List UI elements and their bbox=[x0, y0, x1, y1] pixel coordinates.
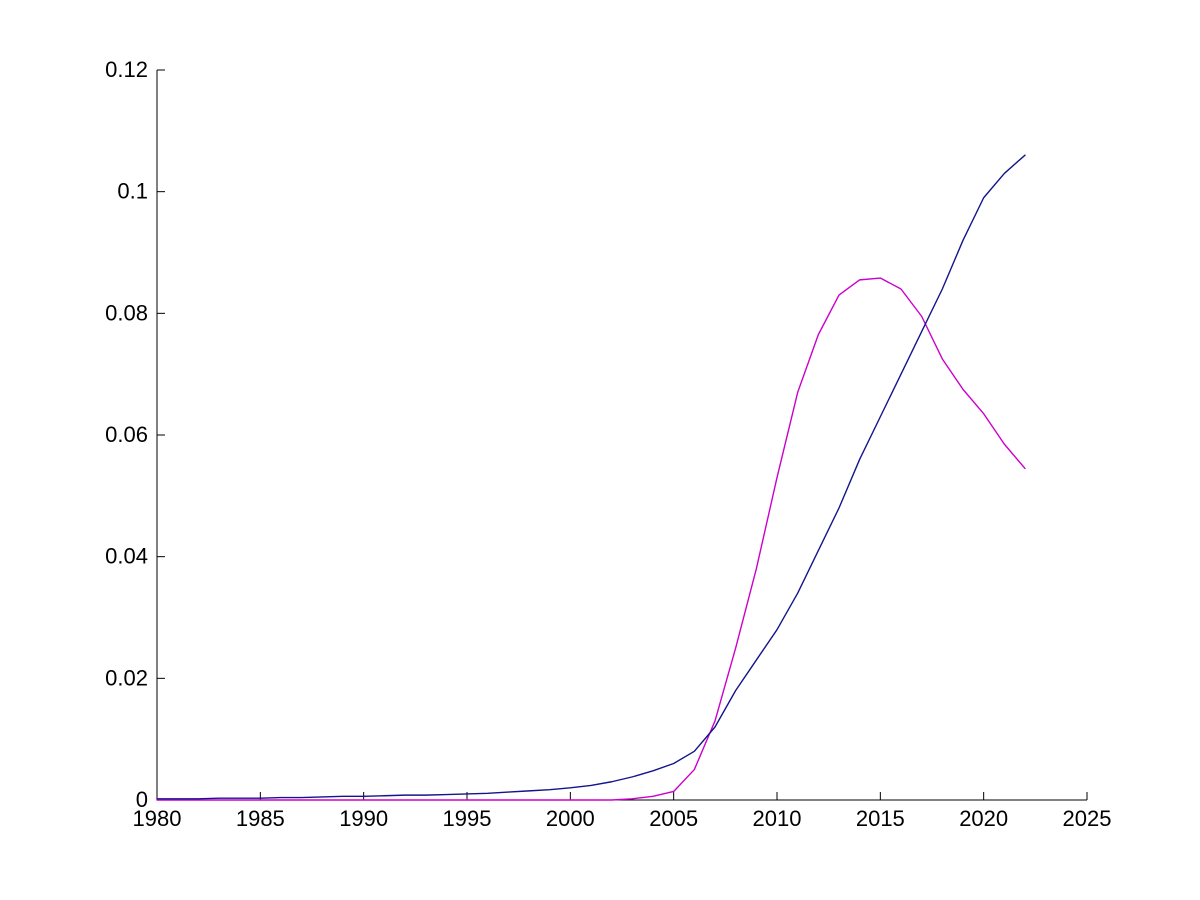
x-tick-label: 2015 bbox=[856, 806, 905, 831]
x-tick-label: 1980 bbox=[133, 806, 182, 831]
y-tick-label: 0.08 bbox=[105, 300, 148, 325]
x-tick-label: 2005 bbox=[649, 806, 698, 831]
series-group bbox=[156, 154, 1026, 801]
axes: 1980 1985 1990 1995 2000 2005 2010 2015 2020 2025… bbox=[105, 57, 1111, 831]
x-tick-label: 2025 bbox=[1063, 806, 1112, 831]
x-tick-label: 1995 bbox=[443, 806, 492, 831]
x-tick-label: 2020 bbox=[959, 806, 1008, 831]
y-tick-label: 0 bbox=[136, 787, 148, 812]
y-tick-label: 0.04 bbox=[105, 544, 148, 569]
x-tick-label: 2000 bbox=[546, 806, 595, 831]
navy-line bbox=[156, 154, 1026, 800]
y-tick-label: 0.12 bbox=[105, 57, 148, 82]
y-tick-label: 0.1 bbox=[117, 179, 148, 204]
y-tick-label: 0.02 bbox=[105, 665, 148, 690]
x-tick-label: 1990 bbox=[339, 806, 388, 831]
x-tick-label: 2010 bbox=[753, 806, 802, 831]
magenta-line bbox=[156, 277, 1026, 801]
x-tick-label: 1985 bbox=[236, 806, 285, 831]
y-tick-label: 0.06 bbox=[105, 422, 148, 447]
